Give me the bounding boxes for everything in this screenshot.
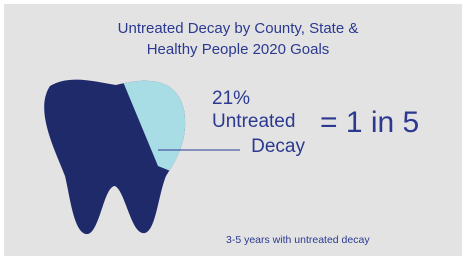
callout-label: Untreated: [212, 111, 295, 132]
percent-label: 21%: [212, 88, 250, 109]
infographic: Untreated Decay by County, State & Healt…: [0, 0, 466, 260]
ratio-label: = 1 in 5: [320, 106, 419, 139]
title-line: Untreated Decay by County, State &: [118, 20, 359, 37]
title-line: Healthy People 2020 Goals: [147, 41, 330, 58]
callout-label: Decay: [251, 136, 305, 157]
footnote: 3-5 years with untreated decay: [226, 234, 370, 246]
